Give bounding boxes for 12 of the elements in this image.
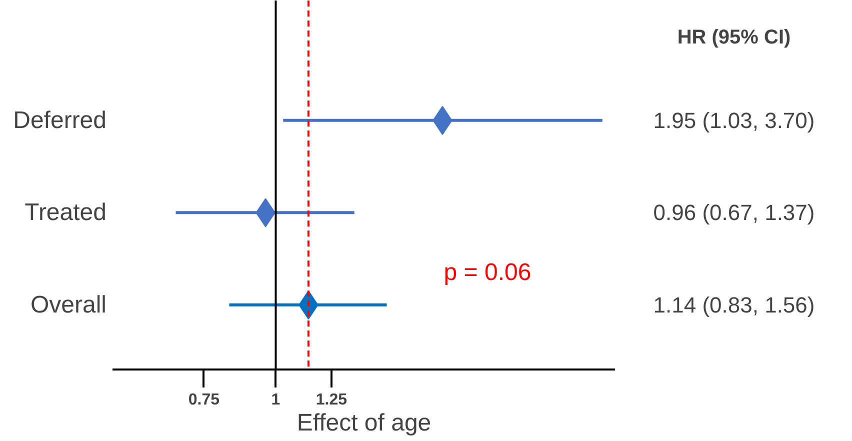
data-label: 1.95 (1.03, 3.70) bbox=[653, 108, 815, 133]
data-label: 0.96 (0.67, 1.37) bbox=[653, 200, 815, 226]
y-tick-label: Overall bbox=[30, 291, 107, 318]
x-tick-label: 1.25 bbox=[316, 392, 348, 408]
x-tick-label: 1 bbox=[271, 392, 280, 408]
y-tick-label: Treated bbox=[24, 199, 107, 226]
annotation: p = 0.06 bbox=[444, 259, 532, 286]
text: HR (95% CI) bbox=[677, 26, 791, 48]
y-tick-label: Deferred bbox=[13, 106, 106, 134]
x-tick-label: 0.75 bbox=[188, 392, 220, 408]
x-axis-title: Effect of age bbox=[296, 410, 432, 436]
data-label: 1.14 (0.83, 1.56) bbox=[653, 292, 815, 318]
